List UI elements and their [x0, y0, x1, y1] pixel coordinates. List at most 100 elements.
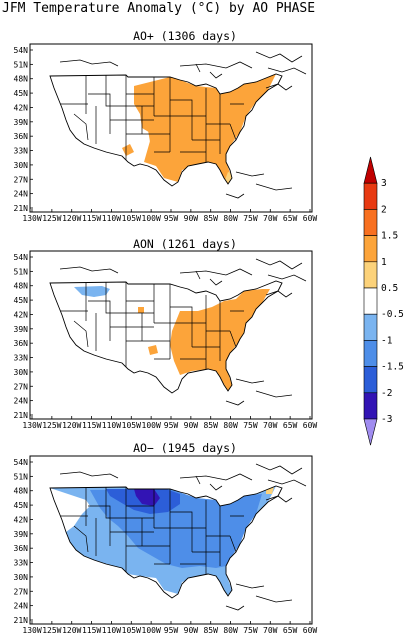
lon-tick-label: 75W: [243, 214, 258, 223]
lat-tick-label: 33N: [14, 147, 29, 156]
lat-tick-label: 27N: [14, 382, 29, 391]
colorbar-label: -3: [381, 414, 392, 425]
state-boundaries: [60, 75, 244, 164]
colorbar-label: 2: [381, 204, 387, 215]
state-boundaries: [60, 282, 244, 371]
anomaly-region: [134, 74, 276, 184]
lon-tick-label: 110W: [102, 626, 121, 635]
coastline: [267, 274, 307, 282]
lat-tick-label: 48N: [14, 487, 29, 496]
map-panel-ao-minus: 54N 51N 48N 45N 42N 39N 36N 33N 30N 27N 24N 21N130W…: [14, 455, 317, 635]
map-frame: [29, 250, 313, 420]
lat-tick-label: 42N: [14, 103, 29, 112]
state-boundaries: [60, 487, 244, 576]
lat-tick-label: 45N: [14, 296, 29, 305]
anomaly-fill-layer: [122, 74, 276, 184]
colorbar-label: 0.5: [381, 283, 398, 294]
lat-tick-label: 27N: [14, 175, 29, 184]
lon-tick-label: 120W: [62, 214, 81, 223]
lat-tick-label: 54N: [14, 46, 29, 55]
coastline: [195, 63, 201, 73]
anomaly-region: [138, 307, 144, 313]
lon-tick-label: 110W: [102, 214, 121, 223]
colorbar-label: -1: [381, 335, 393, 346]
colorbar-label: 3: [381, 178, 387, 189]
coastline: [255, 463, 303, 475]
lon-tick-label: 130W: [22, 421, 41, 430]
lon-tick-label: 95W: [164, 421, 179, 430]
lat-tick-label: 30N: [14, 368, 29, 377]
colorbar-label: 1.5: [381, 231, 398, 242]
coastline: [235, 171, 265, 177]
lon-tick-label: 115W: [82, 626, 101, 635]
anomaly-region: [122, 144, 134, 156]
coastline: [209, 71, 223, 79]
us-outline: [49, 73, 283, 187]
us-outline: [49, 280, 283, 394]
lon-tick-label: 105W: [122, 626, 141, 635]
anomaly-region: [134, 489, 160, 506]
colorbar-segment: [363, 392, 378, 420]
lat-tick-label: 21N: [14, 616, 29, 625]
lon-tick-label: 100W: [142, 421, 161, 430]
lat-tick-label: 33N: [14, 559, 29, 568]
anomaly-fill-layer: [50, 486, 276, 596]
coastline: [59, 59, 119, 67]
colorbar-segment: [363, 261, 378, 289]
lon-tick-label: 125W: [42, 214, 61, 223]
lon-tick-label: 120W: [62, 626, 81, 635]
lon-tick-label: 80W: [223, 214, 238, 223]
lat-tick-label: 33N: [14, 354, 29, 363]
lat-tick-label: 39N: [14, 118, 29, 127]
lon-tick-label: 65W: [283, 626, 298, 635]
coastline: [179, 61, 253, 69]
anomaly-region: [74, 286, 110, 297]
anomaly-region: [148, 345, 158, 355]
lat-tick-label: 24N: [14, 397, 29, 406]
lon-tick-label: 110W: [102, 421, 121, 430]
lat-tick-label: 24N: [14, 190, 29, 199]
lon-tick-label: 65W: [283, 421, 298, 430]
lat-tick-label: 51N: [14, 472, 29, 481]
coastline: [255, 183, 293, 191]
lat-tick-label: 30N: [14, 573, 29, 582]
colorbar-segment: [363, 313, 378, 341]
coastline: [255, 51, 303, 63]
panel-title-ao-minus: AO− (1945 days): [133, 441, 237, 455]
lon-tick-label: 90W: [184, 214, 199, 223]
lat-tick-label: 51N: [14, 60, 29, 69]
coastline: [195, 475, 201, 485]
coastline: [235, 583, 265, 589]
lon-tick-label: 120W: [62, 421, 81, 430]
lat-tick-label: 21N: [14, 411, 29, 420]
lat-tick-label: 27N: [14, 587, 29, 596]
colorbar-label: -2: [381, 388, 392, 399]
lat-tick-label: 21N: [14, 204, 29, 213]
map-panel-ao-plus: 54N 51N 48N 45N 42N 39N 36N 33N 30N 27N 24N 21N130W…: [14, 43, 318, 223]
lon-tick-label: 125W: [42, 421, 61, 430]
coastline: [225, 400, 245, 406]
us-outline: [49, 485, 283, 599]
colorbar-label: -0.5: [381, 309, 404, 320]
coastline: [255, 258, 303, 270]
lat-tick-label: 36N: [14, 132, 29, 141]
lat-tick-label: 24N: [14, 602, 29, 611]
coastline: [59, 471, 119, 479]
coastline: [267, 67, 307, 75]
coastline: [179, 473, 253, 481]
lon-tick-label: 100W: [142, 214, 161, 223]
lon-tick-label: 85W: [203, 214, 218, 223]
lat-tick-label: 39N: [14, 530, 29, 539]
lat-tick-label: 42N: [14, 310, 29, 319]
lat-tick-label: 36N: [14, 339, 29, 348]
colorbar-segment: [363, 287, 378, 315]
coastline: [255, 390, 293, 398]
lon-tick-label: 100W: [142, 626, 161, 635]
coastline: [265, 495, 293, 503]
coastline: [267, 479, 307, 487]
lon-tick-label: 90W: [184, 626, 199, 635]
lon-tick-label: 60W: [303, 214, 318, 223]
lon-tick-label: 85W: [203, 421, 218, 430]
lon-tick-label: 105W: [122, 421, 141, 430]
